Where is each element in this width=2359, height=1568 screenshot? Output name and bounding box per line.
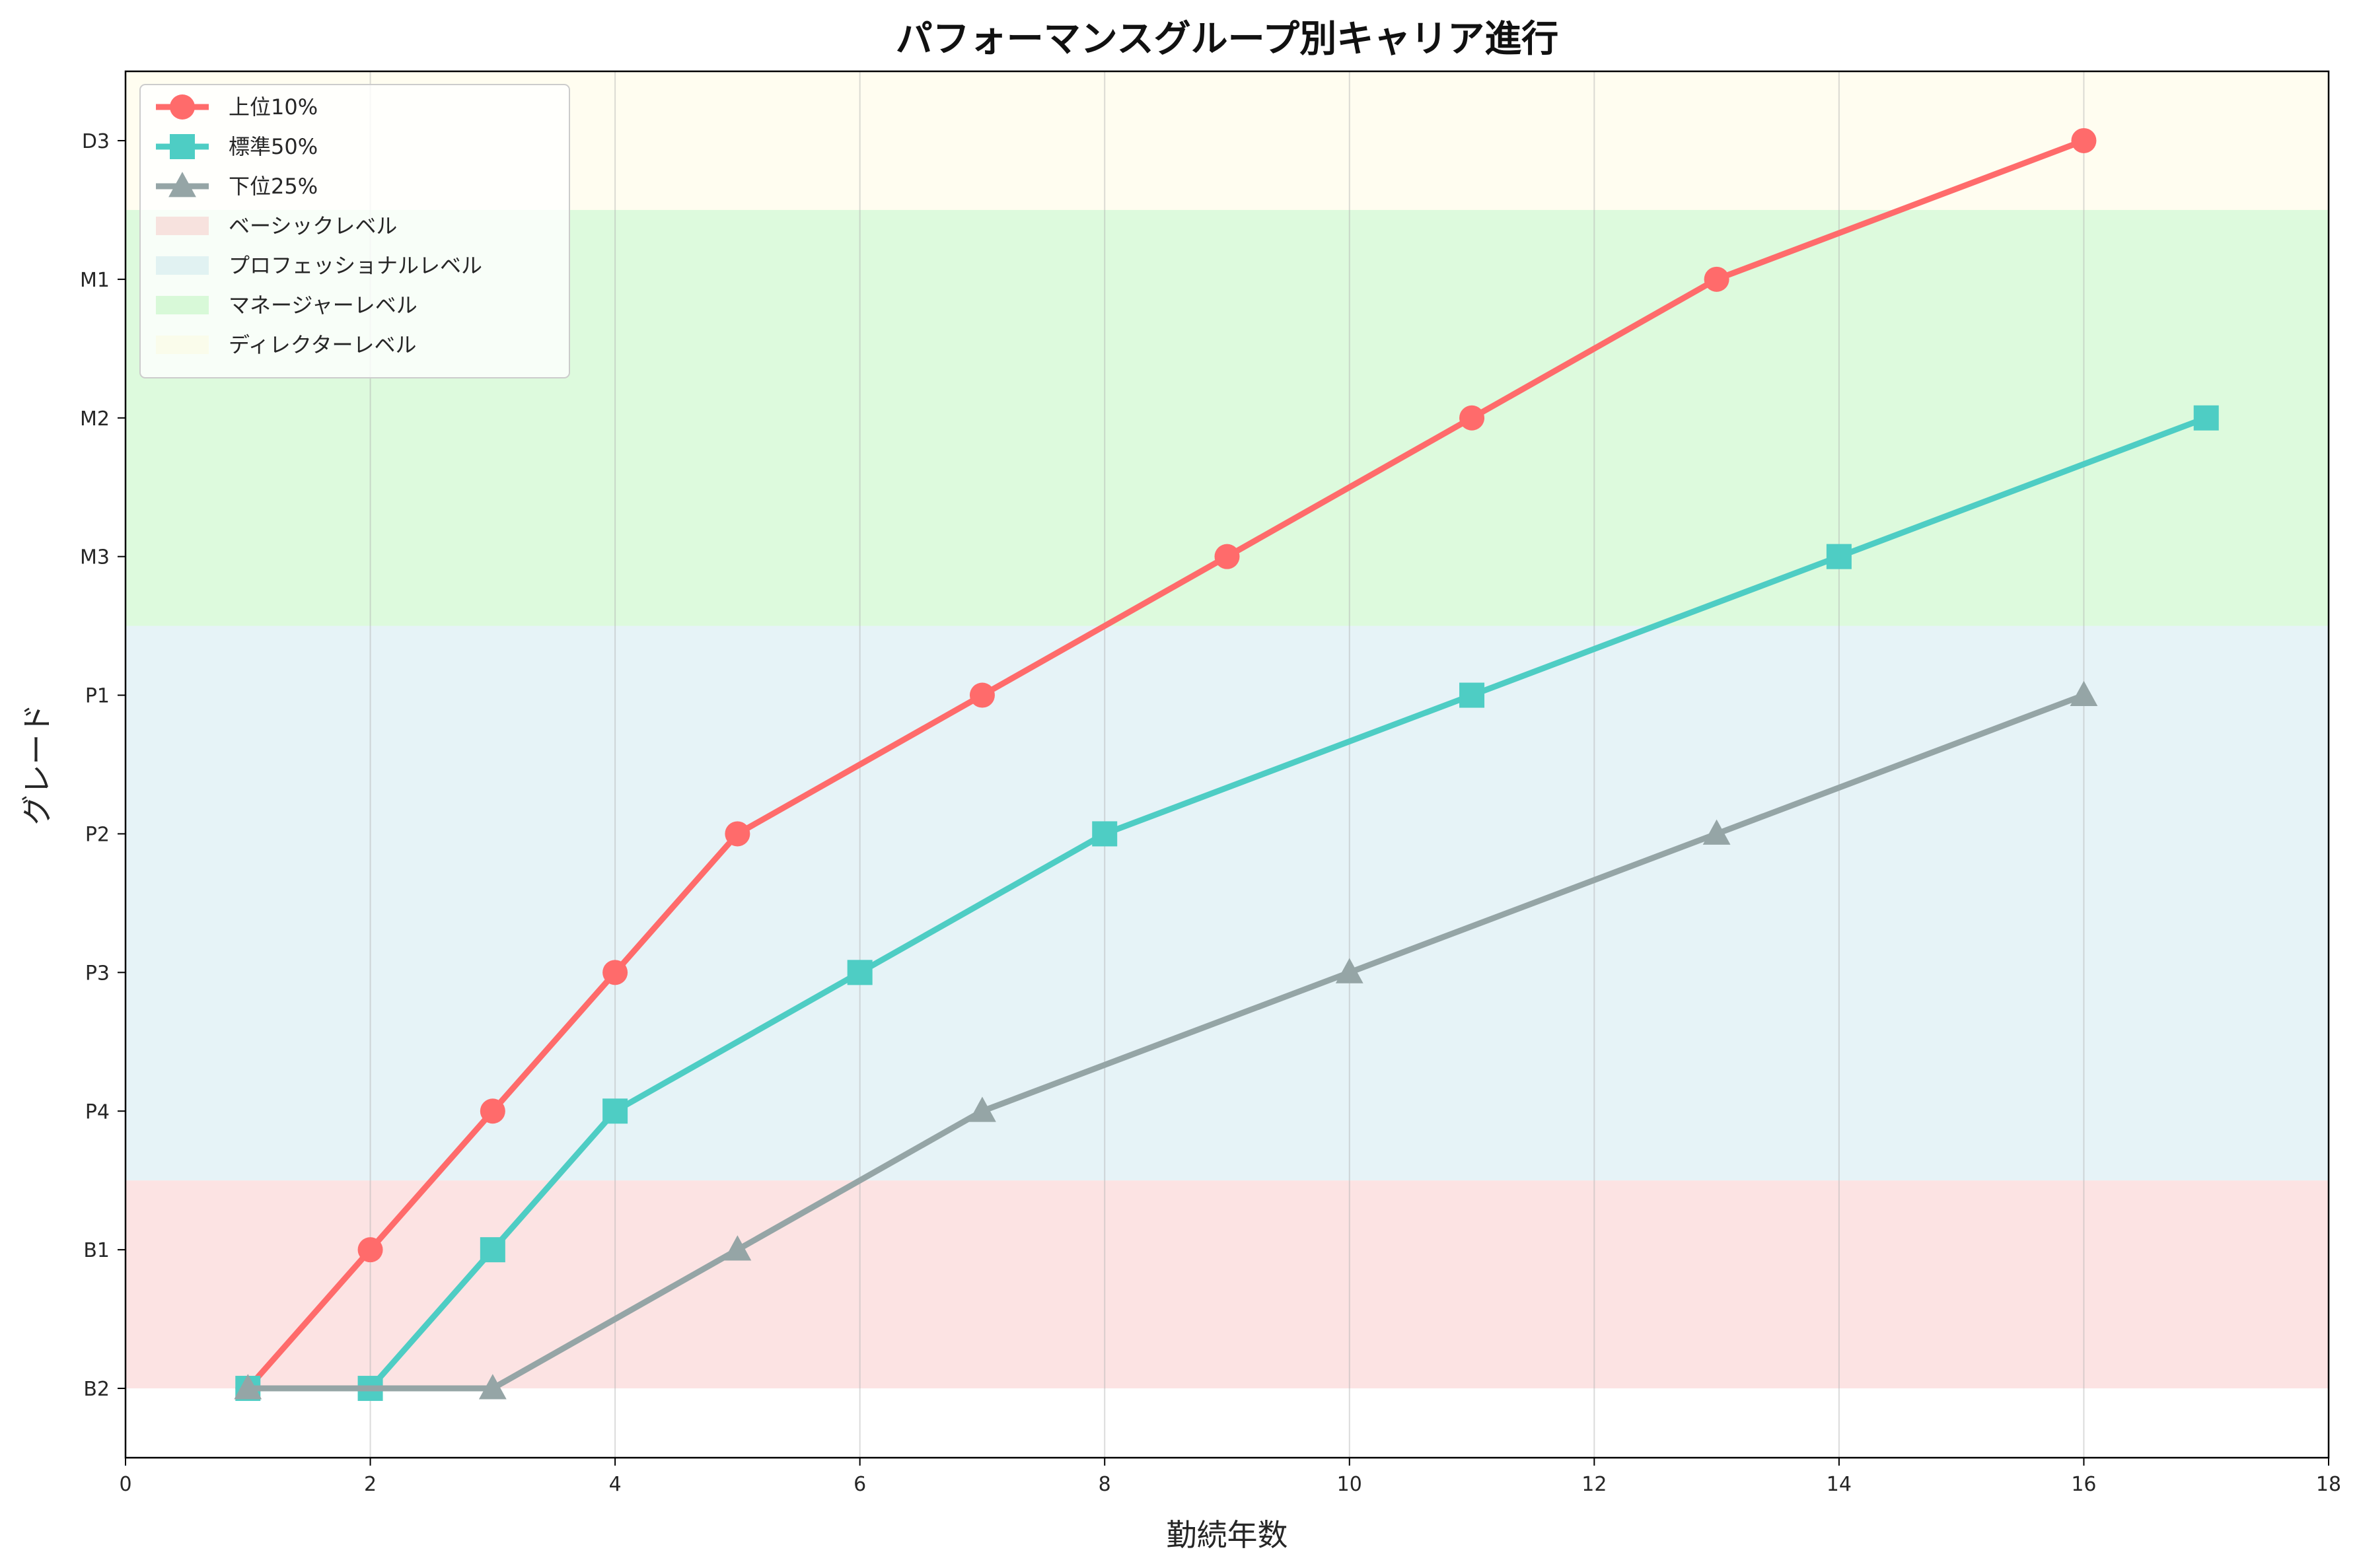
chart-title: パフォーマンスグループ別キャリア進行	[896, 18, 1559, 61]
y-tick-label: P4	[85, 1100, 110, 1123]
data-point	[968, 1096, 996, 1122]
legend-label: ベーシックレベル	[229, 213, 397, 238]
y-tick-label: P3	[85, 962, 110, 985]
x-tick-label: 4	[609, 1473, 622, 1496]
x-tick-label: 0	[119, 1473, 131, 1496]
grade-band	[126, 1180, 2329, 1389]
data-point	[602, 1098, 628, 1124]
data-point	[969, 682, 995, 708]
data-point	[2193, 405, 2219, 431]
grade-band	[126, 625, 2329, 1181]
legend-label: プロフェッショナルレベル	[229, 253, 482, 278]
data-point	[723, 1235, 752, 1261]
legend-marker	[170, 94, 195, 120]
x-axis-ticks: 0 2 4 6 8 10 12 14 16 18	[119, 1458, 2341, 1496]
data-point	[480, 1237, 505, 1263]
data-point	[234, 1374, 262, 1400]
legend-swatch	[156, 336, 209, 354]
series-lines	[234, 127, 2219, 1402]
data-point	[357, 1237, 383, 1263]
x-tick-label: 16	[2071, 1473, 2096, 1496]
legend-marker	[168, 172, 196, 197]
legend-swatch	[156, 256, 209, 275]
y-tick-label: P1	[85, 685, 110, 708]
data-point	[1459, 682, 1485, 708]
data-point	[1704, 266, 1729, 292]
x-tick-label: 10	[1337, 1473, 1362, 1496]
data-point	[480, 1098, 505, 1124]
data-point	[1214, 544, 1240, 569]
plot-frame	[124, 70, 2330, 1459]
data-point	[2071, 127, 2097, 153]
data-point	[847, 960, 873, 985]
x-tick-label: 18	[2316, 1473, 2341, 1496]
legend-label: 標準50%	[229, 134, 318, 159]
legend: 上位10% 標準50% 下位25% ベーシックレベルプロフェッショナルレベルマネージャ…	[139, 84, 570, 378]
data-point	[725, 821, 750, 847]
y-tick-label: M3	[80, 546, 110, 569]
y-tick-label: M2	[80, 408, 110, 431]
legend-marker	[170, 134, 195, 159]
x-tick-label: 6	[853, 1473, 866, 1496]
y-axis-label: グレード	[19, 704, 55, 826]
legend-swatch	[156, 217, 209, 235]
x-axis-label: 勤続年数	[1167, 1517, 1288, 1553]
data-point	[478, 1374, 507, 1400]
x-tick-label: 2	[364, 1473, 377, 1496]
x-tick-label: 8	[1099, 1473, 1111, 1496]
x-tick-label: 14	[1827, 1473, 1852, 1496]
data-point	[2070, 680, 2098, 706]
data-point	[1092, 821, 1118, 847]
data-point	[1459, 405, 1485, 431]
series-line	[244, 137, 2087, 1392]
data-point	[1702, 819, 1731, 845]
series-group	[234, 680, 2098, 1400]
data-point	[1335, 958, 1363, 983]
data-point	[602, 960, 628, 985]
legend-label: 上位10%	[229, 94, 318, 120]
y-tick-label: B1	[83, 1239, 110, 1262]
y-axis-ticks: B2 B1 P4 P3 P2 P1 M3 M2 M1 D3	[80, 130, 126, 1401]
y-tick-label: P2	[85, 823, 110, 846]
y-tick-label: M1	[80, 269, 110, 292]
y-tick-label: D3	[82, 130, 110, 153]
legend-swatch	[156, 296, 209, 314]
legend-label: ディレクターレベル	[229, 332, 416, 357]
x-tick-label: 12	[1581, 1473, 1607, 1496]
series-group	[235, 405, 2219, 1402]
y-tick-label: B2	[83, 1378, 110, 1401]
legend-box	[139, 84, 570, 378]
legend-label: マネージャーレベル	[229, 293, 417, 318]
legend-label: 下位25%	[229, 174, 318, 199]
data-point	[1826, 544, 1852, 569]
